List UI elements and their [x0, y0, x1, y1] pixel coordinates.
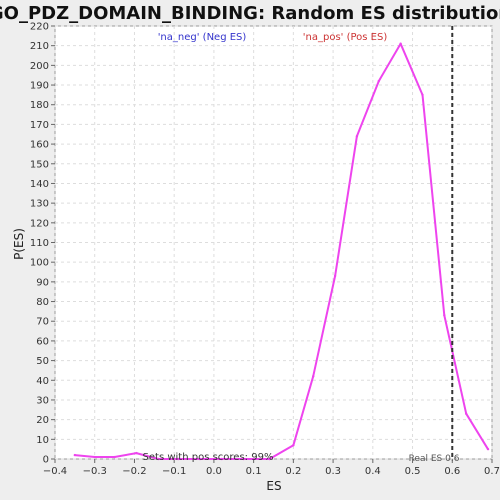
real-es-label: Real ES 0.6: [409, 454, 460, 464]
y-tick-label: 200: [30, 61, 49, 72]
y-tick-label: 80: [36, 297, 49, 308]
x-tick-label: 0.5: [405, 466, 421, 477]
y-tick-label: 130: [30, 199, 49, 210]
y-tick-label: 0: [43, 455, 49, 466]
axes: 0 10 20 30 40 50 60 70 80 90 100 110 120 130 140 150 160…: [30, 22, 500, 478]
y-tick-label: 20: [36, 415, 49, 426]
x-axis-label: ES: [266, 479, 281, 493]
y-tick-label: 60: [36, 336, 49, 347]
y-axis-label: P(ES): [12, 228, 26, 260]
y-tick-label: 140: [30, 179, 49, 190]
chart-title: GO_PDZ_DOMAIN_BINDING: Random ES distrib…: [0, 3, 500, 24]
x-tick-label: 0.7: [484, 466, 500, 477]
x-tick-label: 0.1: [246, 466, 262, 477]
y-tick-label: 100: [30, 258, 49, 269]
x-tick-label: −0.1: [162, 466, 186, 477]
legend-entry-pos: 'na_pos' (Pos ES): [303, 32, 388, 43]
pos-scores-annotation: Sets with pos scores: 99%: [143, 452, 274, 463]
legend-entry-neg: 'na_neg' (Neg ES): [158, 32, 247, 43]
x-tick-label: 0.2: [285, 466, 301, 477]
data-point: [464, 412, 468, 415]
y-tick-label: 170: [30, 120, 49, 131]
y-tick-label: 110: [30, 238, 49, 249]
data-point: [355, 135, 359, 138]
data-point: [443, 314, 446, 317]
y-tick-label: 30: [36, 395, 49, 406]
data-point: [333, 274, 337, 278]
x-tick-label: −0.2: [122, 466, 146, 477]
y-tick-label: 160: [30, 140, 49, 151]
data-point: [377, 79, 380, 83]
data-point: [399, 42, 402, 45]
x-tick-label: −0.4: [43, 466, 67, 477]
y-tick-label: 180: [30, 100, 49, 111]
y-tick-label: 150: [30, 159, 49, 170]
data-point: [268, 457, 271, 461]
y-tick-label: 210: [30, 41, 49, 52]
y-tick-label: 90: [36, 277, 49, 288]
y-tick-label: 70: [36, 317, 49, 328]
data-point: [176, 457, 180, 461]
data-point: [312, 375, 315, 378]
x-tick-label: −0.3: [83, 466, 107, 477]
x-tick-label: 0.3: [325, 466, 341, 477]
y-tick-label: 40: [36, 376, 49, 387]
data-point: [113, 455, 116, 459]
y-tick-label: 50: [36, 356, 49, 367]
x-tick-label: 0.6: [444, 466, 460, 477]
data-point: [220, 457, 224, 461]
series-layer: [73, 42, 490, 461]
data-point: [292, 444, 295, 447]
data-point: [135, 451, 138, 455]
grid-lines: [54, 25, 493, 460]
data-point: [242, 457, 245, 461]
es-distribution-line: [74, 42, 489, 460]
data-point: [73, 453, 77, 457]
data-point: [93, 455, 96, 459]
data-point: [198, 457, 202, 461]
data-point: [157, 457, 160, 461]
x-tick-label: 0.0: [206, 466, 222, 477]
y-tick-label: 10: [36, 435, 49, 446]
y-tick-label: 220: [30, 22, 49, 33]
data-point: [486, 447, 490, 451]
x-tick-label: 0.4: [365, 466, 381, 477]
y-tick-label: 190: [30, 81, 49, 92]
y-tick-label: 120: [30, 218, 49, 229]
data-point: [421, 93, 424, 97]
